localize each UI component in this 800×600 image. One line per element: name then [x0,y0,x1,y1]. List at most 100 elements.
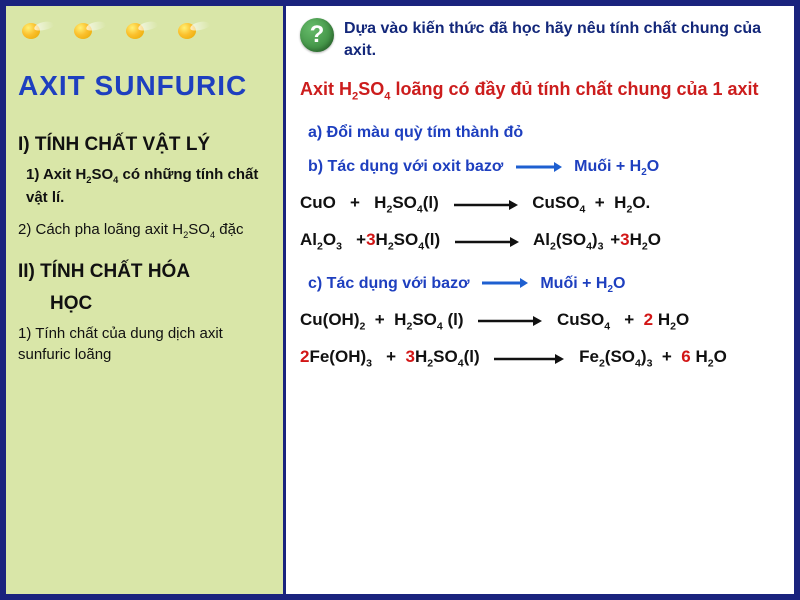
coef: 3 [406,347,415,366]
t: CuSO [557,310,604,329]
section-2-heading-line-1: II) TÍNH CHẤT HÓA [18,261,271,283]
t: (l) [424,230,440,249]
rhs-1: CuSO4 [557,310,610,329]
result-text: Muối + H2O [574,158,659,175]
t: O [323,230,336,249]
t: Al [300,230,317,249]
rhs-1: Al2(SO4)3 [533,230,603,249]
s: 4 [579,204,585,216]
t: (l) [423,193,439,212]
lhs-2: H2SO4(l) [374,193,439,212]
text: loãng có đầy đủ tính chất chung của 1 ax… [390,79,758,99]
prompt-text: Dựa vào kiến thức đã học hãy nêu tính ch… [344,18,778,61]
text: Axit H [300,79,352,99]
t: H [415,347,427,366]
s: 2 [359,320,365,332]
text: Muối + H [540,275,607,292]
rhs-1: CuSO4 [532,193,585,212]
t: Cu(OH) [300,310,359,329]
t: SO [412,310,437,329]
t: O. [632,193,650,212]
arrow-right-icon [454,190,518,217]
t: H [394,310,406,329]
t: H [653,310,670,329]
text: SO [91,166,113,183]
t: SO [394,230,419,249]
text: SO [358,79,384,99]
text: SO [188,221,210,238]
t: H [630,230,642,249]
t: O [648,230,661,249]
arrow-right-icon [478,307,542,334]
text: đặc [215,221,243,238]
section-1-point-2: 2) Cách pha loãng axit H2SO4 đặc [18,219,271,242]
t: H [614,193,626,212]
rhs-2: H2O [630,230,661,249]
equation-4: 2Fe(OH)3 + 3H2SO4(l) Fe2(SO4)3 + 6 H2O [300,343,778,372]
lhs-2: H2SO4(l) [415,347,480,366]
t: H [376,230,388,249]
section-2-point-1: 1) Tính chất của dung dịch axit sunfuric… [18,323,271,367]
equation-3: Cu(OH)2 + H2SO4 (l) CuSO4 + 2 H2O [300,306,778,335]
prompt-row: ? Dựa vào kiến thức đã học hãy nêu tính … [300,18,778,61]
t: O [676,310,689,329]
s: 3 [336,241,342,253]
bee-icon [74,20,100,42]
result-text: Muối + H2O [540,275,625,292]
page-title: AXIT SUNFURIC [18,70,271,102]
rhs-1: Fe2(SO4)3 [579,347,652,366]
text: Muối + H [574,158,641,175]
question-mark-icon: ? [300,18,334,52]
decorations [18,16,271,58]
item-a: a) Đổi màu quỳ tím thành đỏ [300,121,778,145]
text: O [647,158,659,175]
text: O [613,275,625,292]
t: Fe [579,347,599,366]
arrow-right-icon [455,227,519,254]
lhs-1: CuO [300,193,336,212]
section-2-heading-line-2: HỌC [18,293,271,315]
rhs-2: H2O [653,310,689,329]
s: 3 [647,358,653,370]
lhs-2: H2SO4(l) [376,230,441,249]
text: 2) Cách pha loãng axit H [18,221,183,238]
t: H [374,193,386,212]
item-c: c) Tác dụng với bazơ Muối + H2O [300,272,778,298]
coef: 3 [620,230,629,249]
bee-icon [22,20,48,42]
s: 3 [366,358,372,370]
t: Al [533,230,550,249]
item-c-text: c) Tác dụng với bazơ [308,275,469,292]
lead-statement: Axit H2SO4 loãng có đầy đủ tính chất chu… [300,77,778,105]
t: (SO [556,230,586,249]
t: SO [392,193,417,212]
lhs-1: Fe(OH)3 [309,347,372,366]
t: (SO [605,347,635,366]
rhs-2: H2O. [614,193,650,212]
equation-1: CuO + H2SO4(l) CuSO4 + H2O. [300,189,778,218]
arrow-right-icon [494,344,564,371]
s: 3 [598,241,604,253]
t: O [714,347,727,366]
item-b: b) Tác dụng với oxit bazơ Muối + H2O [300,155,778,181]
arrow-right-blue-icon [482,272,528,296]
equation-2: Al2O3 +3H2SO4(l) Al2(SO4)3 +3H2O [300,226,778,255]
lhs-2: H2SO4 (l) [394,310,463,329]
section-1-point-1: 1) Axit H2SO4 có những tính chất vật lí. [18,164,271,209]
coef: 3 [366,230,375,249]
section-1-heading: I) TÍNH CHẤT VẬT LÝ [18,134,271,156]
item-b-text: b) Tác dụng với oxit bazơ [308,158,503,175]
s: 4 [604,320,610,332]
t: SO [433,347,458,366]
bee-icon [178,20,204,42]
t: CuSO [532,193,579,212]
t: H [691,347,708,366]
main-content: ? Dựa vào kiến thức đã học hãy nêu tính … [286,6,794,594]
t: (l) [464,347,480,366]
coef: 2 [644,310,653,329]
lhs-1: Al2O3 [300,230,342,249]
rhs-2: H2O [691,347,727,366]
arrow-right-blue-icon [516,155,562,179]
lhs-1: Cu(OH)2 [300,310,365,329]
text: 1) Axit H [26,166,86,183]
